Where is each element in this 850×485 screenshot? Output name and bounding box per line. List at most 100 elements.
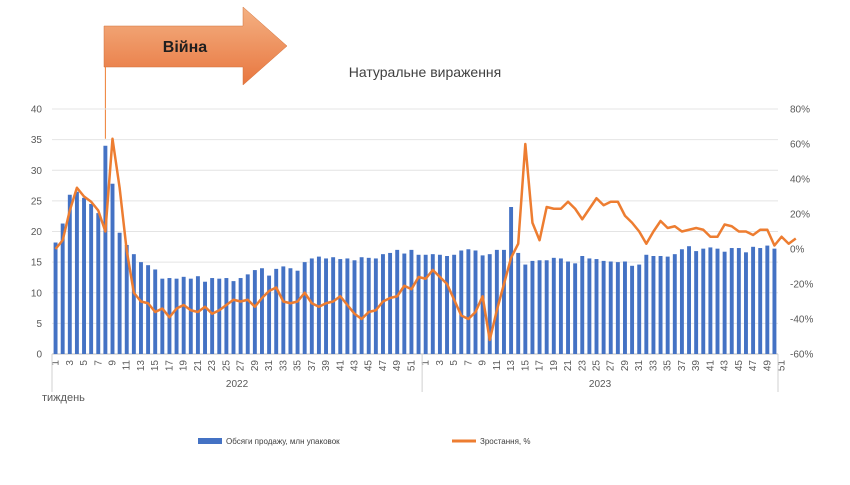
bar (708, 247, 713, 354)
legend-line-label: Зростання, % (480, 437, 530, 446)
right-tick-label: 20% (790, 210, 810, 221)
x-tick-label: 41 (705, 360, 716, 372)
left-tick-label: 20 (31, 227, 43, 238)
x-tick-label: 3 (65, 360, 76, 366)
bar (530, 260, 535, 354)
x-tick-label: 27 (606, 360, 617, 372)
bar (523, 264, 528, 354)
bar (160, 278, 165, 354)
legend-bar-swatch (198, 438, 222, 444)
x-tick-label: 19 (179, 360, 190, 372)
bar (765, 245, 770, 354)
bar (210, 278, 215, 354)
x-tick-label: 15 (520, 360, 531, 372)
bar (117, 232, 122, 354)
bar (679, 249, 684, 354)
x-tick-label: 45 (364, 360, 375, 372)
bar (146, 265, 151, 354)
x-axis: 1 3 5 7 9 11 13 15 17 19 21 23 25 27 29 31 33 35 37 39 41 43 4… (51, 360, 788, 372)
left-tick-label: 5 (36, 319, 42, 330)
gridlines (52, 108, 778, 355)
bar (601, 260, 606, 354)
bar (729, 248, 734, 354)
bar (644, 254, 649, 354)
war-banner-label: Війна (163, 39, 208, 56)
bar (96, 213, 101, 354)
bar (544, 260, 549, 354)
bar (381, 254, 385, 354)
x-tick-label: 39 (321, 360, 332, 372)
bar (509, 207, 514, 354)
x-tick-label: 5 (79, 360, 90, 366)
x-tick-label: 25 (221, 360, 232, 372)
x-tick-label: 33 (648, 360, 659, 372)
x-tick-label: 51 (406, 360, 417, 372)
right-tick-label: -40% (790, 315, 813, 326)
x-tick-label: 33 (278, 360, 289, 372)
x-tick-label: 5 (449, 360, 460, 366)
legend: Обсяги продажу, млн упаковок Зростання, … (198, 437, 530, 446)
bar (615, 262, 620, 354)
left-tick-label: 35 (31, 135, 43, 146)
bar (181, 276, 186, 354)
bar (402, 253, 407, 354)
bar (502, 249, 506, 354)
bar (608, 261, 613, 354)
bar (103, 145, 108, 354)
x-axis-title: тиждень (42, 392, 85, 404)
right-tick-label: -60% (790, 350, 813, 361)
x-tick-label: 29 (620, 360, 631, 372)
x-tick-label: 3 (435, 360, 446, 366)
x-tick-label: 49 (392, 360, 403, 372)
x-tick-label: 7 (463, 360, 474, 366)
x-tick-label: 47 (378, 360, 389, 372)
left-tick-label: 0 (36, 350, 42, 361)
bar (516, 252, 521, 354)
x-tick-label: 35 (293, 360, 304, 372)
bar (672, 254, 677, 354)
left-tick-label: 40 (31, 105, 43, 116)
bar (665, 256, 670, 354)
bar (331, 257, 336, 354)
war-banner-arrow (103, 6, 288, 86)
x-tick-label: 1 (51, 360, 62, 366)
bar (224, 278, 229, 354)
bar (494, 249, 499, 354)
bar (281, 266, 286, 354)
year-label: 2022 (226, 379, 249, 390)
x-tick-label: 23 (207, 360, 218, 372)
bar (459, 250, 464, 354)
bar (295, 270, 300, 354)
bar (267, 275, 272, 354)
bar (744, 252, 748, 354)
bar (423, 254, 428, 354)
bar (437, 254, 442, 354)
bar (388, 252, 393, 354)
bar (772, 248, 777, 354)
bar (324, 258, 328, 354)
x-tick-label: 15 (150, 360, 161, 372)
bar (630, 265, 635, 354)
bar (466, 249, 471, 354)
bar (352, 260, 357, 354)
bar (537, 260, 542, 354)
bar (473, 250, 478, 354)
bar (373, 258, 378, 354)
right-tick-label: -20% (790, 280, 813, 291)
x-tick-label: 11 (492, 360, 503, 371)
bar (139, 262, 143, 354)
bar (758, 248, 763, 354)
right-tick-label: 40% (790, 175, 810, 186)
bar (715, 248, 720, 354)
bar (651, 256, 656, 354)
x-tick-label: 17 (164, 360, 175, 372)
legend-bar-label: Обсяги продажу, млн упаковок (226, 437, 340, 446)
right-tick-label: 60% (790, 140, 810, 151)
bar (131, 254, 136, 354)
right-tick-label: 0% (790, 245, 805, 256)
x-tick-label: 9 (478, 360, 489, 366)
left-tick-label: 25 (31, 196, 43, 207)
bar (416, 254, 421, 354)
bar (445, 256, 449, 354)
